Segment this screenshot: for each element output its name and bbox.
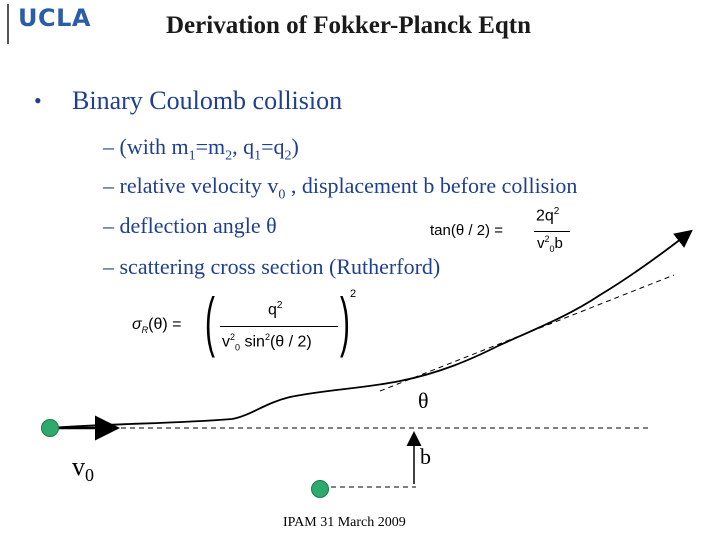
tan-numerator: 2q2	[536, 206, 560, 225]
b-label: b	[420, 444, 431, 469]
bullet-main: Binary Coulomb collision	[72, 86, 343, 115]
incident-particle	[41, 419, 59, 437]
sub-item-velocity: – relative velocity v0 , displacement b …	[103, 173, 578, 203]
ucla-logo: UCLA	[18, 4, 91, 32]
tan-formula: tan(θ / 2) = 2q2 v20b	[430, 204, 580, 260]
logo-divider	[7, 4, 9, 44]
cross-section-denominator: v20 sin2(θ / 2)	[222, 332, 312, 353]
target-particle	[311, 480, 329, 498]
velocity-label: v0	[72, 452, 94, 486]
trajectory-path	[49, 229, 693, 429]
cross-section-numerator: q2	[268, 300, 283, 319]
sub-item-angle: – deflection angle θ	[103, 213, 277, 238]
footer-text: IPAM 31 March 2009	[283, 515, 406, 530]
slide-title: Derivation of Fokker-Planck Eqtn	[166, 12, 532, 39]
cross-section-formula: σR(θ) = ( ) 2 q2 v20 sin2(θ / 2)	[132, 284, 357, 358]
asymptote-line	[379, 274, 675, 392]
cross-section-fraction-bar	[220, 326, 338, 327]
bullet-icon: •	[34, 88, 42, 113]
sub-item-cross-section: – scattering cross section (Rutherford)	[103, 254, 441, 279]
tan-denominator: v20b	[537, 234, 563, 254]
sub-item-masses: – (with m1=m2, q1=q2)	[103, 134, 299, 164]
tan-fraction-bar	[534, 231, 570, 232]
theta-label: θ	[418, 388, 429, 413]
